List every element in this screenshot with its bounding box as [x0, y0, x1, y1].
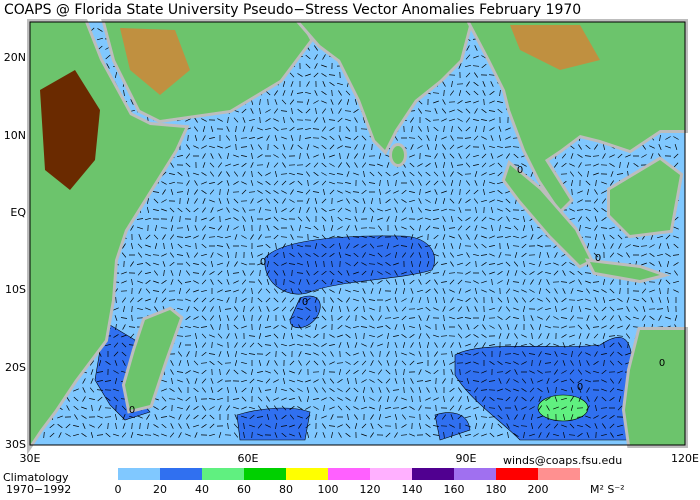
lat-label: 30S [5, 438, 26, 451]
climatology-label: Climatology [3, 471, 69, 484]
lat-label: EQ [10, 206, 26, 219]
color-swatch [118, 468, 160, 480]
colorbar: 0 20 40 60 80 100 120 140 160 180 200 [115, 468, 580, 496]
lat-label: 10S [5, 283, 26, 296]
lon-label: 90E [456, 452, 477, 465]
contour-label: 0 [517, 165, 523, 176]
colorbar-tick-label: 20 [153, 483, 167, 496]
colorbar-tick-label: 0 [115, 483, 122, 496]
colorbar-tick-label: 100 [318, 483, 339, 496]
contour-label: 0 [595, 253, 601, 264]
color-swatch [496, 468, 538, 480]
lon-label: 60E [238, 452, 259, 465]
contour-labels: 0 0 0 0 0 0 0 [129, 165, 665, 416]
map: 0 0 0 0 0 0 0 [27, 19, 688, 455]
colorbar-unit: M² S⁻² [590, 483, 625, 496]
colorbar-tick-label: 200 [528, 483, 549, 496]
color-swatch [202, 468, 244, 480]
contour-label: 0 [129, 405, 135, 416]
colorbar-tick-label: 140 [402, 483, 423, 496]
color-swatch [244, 468, 286, 480]
color-swatch [286, 468, 328, 480]
contour-label: 0 [577, 382, 583, 393]
lat-label: 20S [5, 361, 26, 374]
colorbar-tick-label: 60 [237, 483, 251, 496]
land [27, 19, 688, 455]
lon-label: 120E [671, 452, 699, 465]
color-swatch [538, 468, 580, 480]
lat-label: 20N [4, 51, 26, 64]
color-swatch [370, 468, 412, 480]
title: COAPS @ Florida State University Pseudo−… [4, 2, 581, 18]
color-swatch [454, 468, 496, 480]
color-swatch [328, 468, 370, 480]
colorbar-tick-label: 120 [360, 483, 381, 496]
contour-label: 0 [260, 257, 266, 268]
colorbar-tick-label: 40 [195, 483, 209, 496]
colorbar-tick-label: 160 [444, 483, 465, 496]
climatology-period: 1970−1992 [6, 483, 71, 496]
color-swatch [160, 468, 202, 480]
color-swatch [412, 468, 454, 480]
lon-label: 30E [20, 452, 41, 465]
contour-label: 0 [302, 297, 308, 308]
contact: winds@coaps.fsu.edu [503, 454, 622, 467]
map-frame [29, 21, 686, 446]
lat-label: 10N [4, 129, 26, 142]
colorbar-tick-label: 180 [486, 483, 507, 496]
contour-label: 0 [659, 358, 665, 369]
colorbar-tick-label: 80 [279, 483, 293, 496]
